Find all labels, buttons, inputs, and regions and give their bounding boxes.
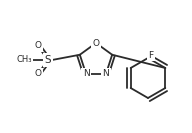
Text: N: N (103, 69, 109, 78)
Text: O: O (35, 41, 41, 51)
Text: O: O (35, 70, 41, 78)
Text: CH₃: CH₃ (16, 55, 32, 65)
Text: N: N (83, 69, 89, 78)
Text: O: O (93, 38, 99, 47)
Text: F: F (148, 51, 154, 59)
Text: S: S (45, 55, 51, 65)
